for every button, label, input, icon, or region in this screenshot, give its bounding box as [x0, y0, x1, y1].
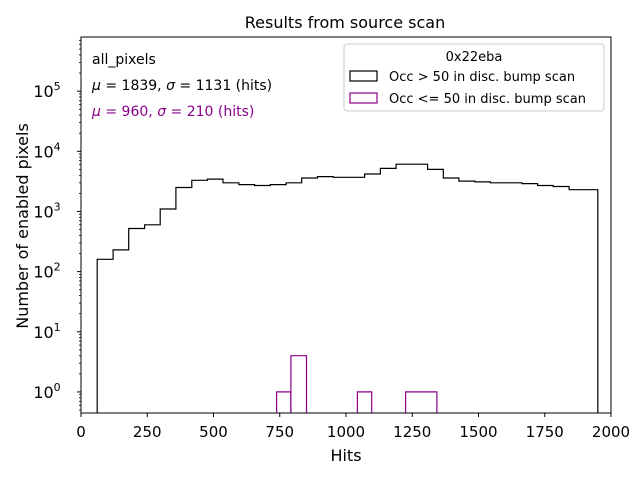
legend-label-occ-gt-50: Occ > 50 in disc. bump scan — [389, 70, 575, 85]
sigma-value: = 210 (hits) — [166, 104, 254, 120]
annotation-stats-low-occ: μ = 960, σ = 210 (hits) — [91, 104, 254, 120]
histogram-bin — [522, 184, 538, 413]
histogram-bin — [585, 190, 598, 413]
histogram-outline-occ-gt-50 — [96, 163, 599, 413]
series-occ-le-50 — [276, 355, 438, 413]
x-tick-label: 250 — [133, 423, 162, 441]
histogram-bin — [333, 177, 349, 413]
x-tick-label: 750 — [265, 423, 294, 441]
histogram-bin — [317, 177, 333, 413]
y-tick-label: 105 — [33, 80, 60, 101]
histogram-bin — [538, 186, 554, 414]
legend-box — [343, 43, 605, 112]
histogram-bin — [349, 177, 365, 413]
chart-title: Results from source scan — [245, 13, 445, 32]
histogram-bin — [145, 225, 161, 413]
y-tick-label: 102 — [33, 261, 60, 282]
x-tick-label: 1000 — [327, 423, 365, 441]
legend: 0x22eba Occ > 50 in disc. bump scan Occ … — [343, 43, 605, 112]
histogram-bin — [129, 229, 145, 414]
histogram-bin — [490, 183, 506, 413]
histogram-bin — [365, 174, 381, 413]
histogram-bin — [97, 259, 113, 413]
y-tick-label: 103 — [33, 200, 60, 221]
histogram-bin — [192, 180, 208, 413]
histogram-bin — [459, 181, 475, 413]
sigma-symbol: σ — [166, 78, 176, 94]
x-tick-label: 2000 — [592, 423, 630, 441]
histogram-bin — [270, 185, 286, 413]
x-axis-label: Hits — [330, 446, 361, 465]
y-axis-label: Number of enabled pixels — [13, 123, 32, 329]
annotation-name: all_pixels — [92, 52, 156, 68]
histogram-bin — [506, 183, 522, 413]
y-tick-label: 100 — [33, 381, 60, 402]
x-tick-label: 1250 — [393, 423, 431, 441]
mu-value: = 960, — [101, 104, 157, 120]
histogram-bin — [286, 183, 302, 413]
histogram-bin — [569, 190, 585, 413]
legend-swatch-occ-le-50 — [349, 92, 378, 104]
sigma-symbol: σ — [157, 104, 167, 120]
y-axis-ticks: 100 101 102 103 104 105 — [33, 39, 81, 411]
histogram-bin — [255, 186, 271, 414]
series-occ-gt-50 — [96, 163, 599, 414]
histogram-bin — [160, 209, 176, 413]
histogram-bin — [396, 164, 412, 413]
x-tick-label: 500 — [199, 423, 228, 441]
mu-symbol: μ — [91, 104, 101, 120]
y-tick-label: 104 — [33, 140, 60, 161]
legend-swatch-occ-gt-50 — [349, 70, 378, 82]
histogram-bin — [176, 188, 192, 414]
histogram-bin — [443, 178, 459, 413]
histogram-bin-occ-le-50 — [405, 391, 438, 413]
histogram-bin — [239, 185, 255, 413]
mu-value: = 1839, — [101, 78, 166, 94]
histogram-bin — [207, 179, 223, 413]
histogram-bin — [553, 187, 569, 414]
histogram-bin — [475, 182, 491, 413]
histogram-bin — [428, 169, 444, 413]
histogram-bin — [113, 250, 129, 413]
sigma-value: = 1131 (hits) — [175, 78, 272, 94]
histogram-bin — [302, 178, 318, 413]
x-tick-label: 0 — [76, 423, 86, 441]
annotation-stats-all: μ = 1839, σ = 1131 (hits) — [91, 78, 272, 94]
histogram-bin — [380, 168, 396, 413]
histogram-bin — [223, 183, 239, 413]
legend-title: 0x22eba — [446, 50, 503, 65]
histogram-bin — [412, 164, 428, 413]
mu-symbol: μ — [91, 78, 101, 94]
histogram-bin-occ-le-50 — [356, 391, 373, 413]
x-tick-label: 1750 — [526, 423, 564, 441]
y-tick-label: 101 — [33, 321, 60, 342]
x-tick-label: 1500 — [459, 423, 497, 441]
x-axis-ticks: 0 250 500 750 1000 1250 1500 1750 2000 — [76, 413, 630, 441]
histogram-bin-occ-le-50 — [290, 355, 308, 413]
legend-label-occ-le-50: Occ <= 50 in disc. bump scan — [389, 92, 586, 107]
